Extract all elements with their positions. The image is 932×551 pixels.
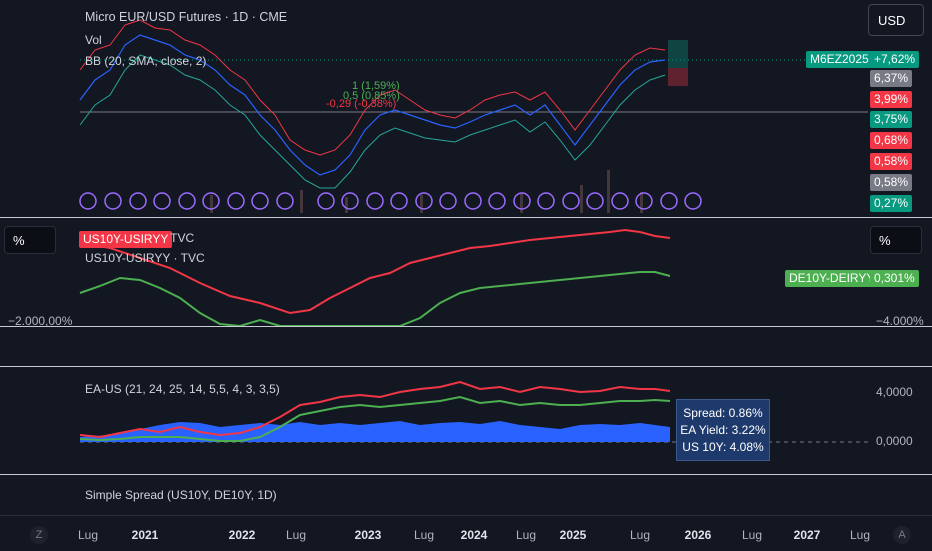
pane-divider[interactable] xyxy=(0,217,932,218)
de10y-tag-name: DE10Y-DEIRYY xyxy=(785,270,879,287)
simple-spread-label[interactable]: Simple Spread (US10Y, DE10Y, 1D) xyxy=(85,488,277,502)
price-tag: +7,62% xyxy=(870,51,920,68)
axis-mid-value: 0,0000 xyxy=(876,434,913,448)
vol-label[interactable]: Vol xyxy=(85,33,102,47)
price-tag: 0,27% xyxy=(870,195,913,212)
measure-label-3: -0,29 (-0,38%) xyxy=(326,98,397,110)
ea-us-label[interactable]: EA-US (21, 24, 25, 14, 5,5, 4, 3, 3,5) xyxy=(85,382,280,396)
right-axis-value: −4.000% xyxy=(876,314,924,328)
bb-label[interactable]: BB (20, SMA, close, 2) xyxy=(85,54,207,68)
volume-bars xyxy=(210,170,643,213)
tooltip-spread: Spread: 0.86% xyxy=(683,406,763,420)
bb-lower xyxy=(79,54,666,189)
price-chart-svg xyxy=(79,19,868,213)
axis-top-value: 4,0000 xyxy=(876,385,913,399)
price-tag: 3,99% xyxy=(870,91,913,108)
pane-divider[interactable] xyxy=(0,366,932,367)
bb-upper xyxy=(79,19,666,156)
tooltip-ea-yield: EA Yield: 3.22% xyxy=(680,423,766,437)
time-axis-label: 2022 xyxy=(228,528,256,542)
price-scale[interactable]: +7,62% 6,37% 3,99% 3,75% 0,68% 0,58% 0,5… xyxy=(868,40,924,216)
de10y-tag-value: 0,301% xyxy=(870,270,919,287)
us10y-tag: US10Y-USIRYY xyxy=(79,231,173,248)
event-icons-row xyxy=(79,192,702,210)
time-axis-label: Lug xyxy=(285,528,307,542)
measure-label-1: 1 (1,59%) xyxy=(352,80,400,92)
time-axis[interactable]: Z A xyxy=(0,515,932,551)
price-line xyxy=(79,34,666,176)
price-tag: 3,75% xyxy=(870,111,913,128)
us10y-suffix: · TVC xyxy=(163,231,195,245)
left-unit-box[interactable]: % xyxy=(4,226,56,254)
position-profit-zone xyxy=(668,40,688,68)
time-axis-label: 2027 xyxy=(793,528,821,542)
ticker-tag: M6EZ2025 xyxy=(806,51,873,68)
timezone-button[interactable]: Z xyxy=(30,526,48,544)
measure-label-2: 0,5 (0,85%) xyxy=(343,90,400,102)
right-unit-box[interactable]: % xyxy=(870,226,922,254)
time-axis-label: Lug xyxy=(849,528,871,542)
us-yield-line xyxy=(79,380,671,439)
de10y-legend[interactable]: US10Y-USIRYY · TVC xyxy=(85,251,205,265)
time-axis-label: 2025 xyxy=(559,528,587,542)
price-tag: 0,58% xyxy=(870,153,913,170)
time-axis-label: 2023 xyxy=(354,528,382,542)
time-axis-label: Lug xyxy=(741,528,763,542)
spread-area xyxy=(80,421,670,442)
chart-title: Micro EUR/USD Futures · 1D · CME xyxy=(85,10,288,24)
tooltip-us-10y: US 10Y: 4.08% xyxy=(682,440,764,454)
price-tag: 0,68% xyxy=(870,132,913,149)
currency-selector[interactable]: USD xyxy=(868,4,924,36)
time-axis-label: Lug xyxy=(515,528,537,542)
yields-pane[interactable]: % % US10Y-USIRYY · TVC US10Y-USIRYY · TV… xyxy=(0,218,932,328)
pane-divider[interactable] xyxy=(0,474,932,475)
position-loss-zone xyxy=(668,68,688,86)
time-axis-label: 2024 xyxy=(460,528,488,542)
price-tag: 6,37% xyxy=(870,70,913,87)
simple-spread-pane[interactable]: Simple Spread (US10Y, DE10Y, 1D) xyxy=(0,475,932,515)
us10y-line xyxy=(79,228,671,315)
ea-us-pane[interactable]: EA-US (21, 24, 25, 14, 5,5, 4, 3, 3,5) 4… xyxy=(0,367,932,474)
time-axis-label: 2021 xyxy=(131,528,159,542)
pane-divider[interactable] xyxy=(0,326,932,327)
time-axis-label: Lug xyxy=(629,528,651,542)
ea-yield-line xyxy=(79,395,671,442)
time-axis-label: Lug xyxy=(413,528,435,542)
time-axis-label: Lug xyxy=(77,528,99,542)
price-tag: 0,58% xyxy=(870,174,913,191)
main-chart-pane[interactable]: Micro EUR/USD Futures · 1D · CME Vol BB … xyxy=(0,0,868,216)
spread-tooltip: Spread: 0.86% EA Yield: 3.22% US 10Y: 4.… xyxy=(676,399,770,461)
yields-chart-svg xyxy=(79,228,671,326)
time-axis-label: 2026 xyxy=(684,528,712,542)
de10y-line xyxy=(79,271,671,326)
left-axis-value: −2.000,00% xyxy=(8,314,73,328)
auto-scale-button[interactable]: A xyxy=(893,526,911,544)
